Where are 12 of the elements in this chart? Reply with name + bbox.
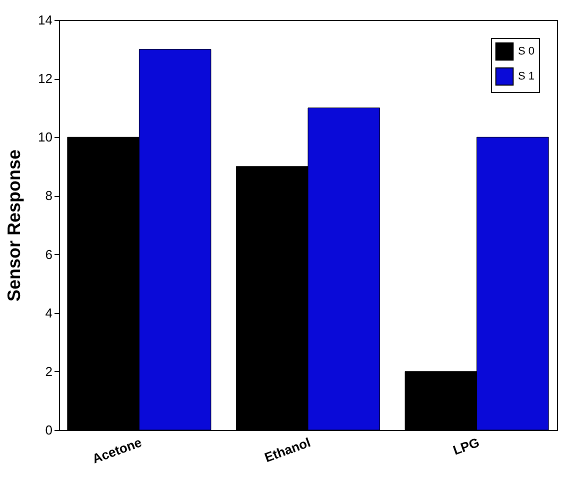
y-tick-label: 8 — [45, 188, 52, 204]
y-tick-label: 4 — [45, 305, 52, 320]
x-tick-label: LPG — [451, 434, 482, 458]
y-tick-label: 2 — [45, 364, 52, 379]
legend-label: S 0 — [518, 46, 535, 58]
y-tick-label: 14 — [38, 12, 52, 28]
legend-label: S 1 — [518, 70, 535, 82]
y-axis-title: Sensor Response — [4, 149, 24, 302]
y-tick-label: 0 — [45, 422, 52, 438]
y-tick-label: 6 — [45, 246, 52, 262]
y-tick-label: 10 — [38, 130, 52, 145]
y-tick-label: 12 — [38, 71, 52, 86]
